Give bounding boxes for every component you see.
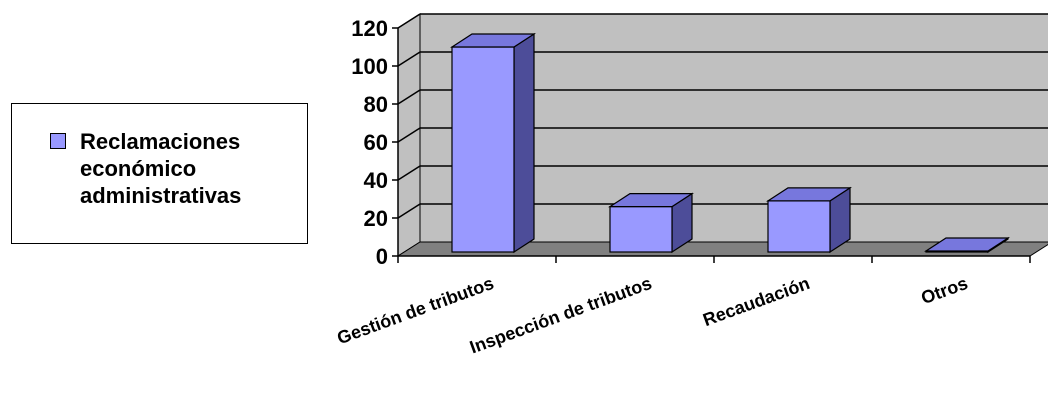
bar-front <box>451 46 515 253</box>
gridline-side <box>397 127 421 143</box>
axes <box>392 27 1031 263</box>
x-category-label: Otros <box>918 273 970 308</box>
y-tick-label: 20 <box>364 206 388 231</box>
legend <box>11 103 308 244</box>
x-category-label: Inspección de tributos <box>467 273 654 357</box>
legend-swatch <box>50 133 66 149</box>
bar-front <box>767 200 831 253</box>
y-tick-label: 120 <box>351 16 388 41</box>
y-tick-label: 60 <box>364 130 388 155</box>
y-tick-label: 0 <box>376 244 388 269</box>
gridline-side <box>397 89 421 105</box>
y-tick-label: 80 <box>364 92 388 117</box>
y-tick-labels: 0 20 40 60 80 100 120 <box>351 16 388 269</box>
x-category-label: Recaudación <box>700 273 812 330</box>
gridline-side <box>397 51 421 67</box>
legend-label: Reclamaciones económico administrativas <box>80 129 242 208</box>
bar <box>765 186 853 254</box>
gridline-side <box>397 13 421 29</box>
bar-top <box>923 237 1011 252</box>
gridline-side <box>397 203 421 219</box>
bar <box>923 236 1011 254</box>
y-tick-label: 40 <box>364 168 388 193</box>
y-tick-label: 100 <box>351 54 388 79</box>
bar-top <box>449 33 537 48</box>
bar <box>607 192 695 254</box>
bar-front <box>609 206 673 253</box>
bars <box>449 32 1011 254</box>
gridline-side <box>397 165 421 181</box>
bar <box>449 32 537 254</box>
bar-top <box>765 187 853 202</box>
bar-top <box>607 193 695 208</box>
bar-side <box>513 32 535 254</box>
